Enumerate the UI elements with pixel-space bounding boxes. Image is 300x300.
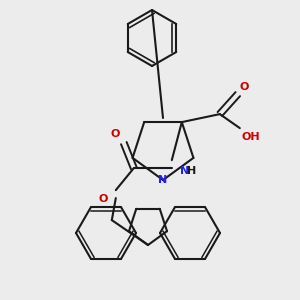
Text: O: O <box>110 129 120 139</box>
Text: O: O <box>98 194 108 204</box>
Text: O: O <box>240 82 249 92</box>
Text: N: N <box>180 166 189 176</box>
Text: N: N <box>158 175 168 185</box>
Text: OH: OH <box>242 132 260 142</box>
Text: H: H <box>187 166 196 176</box>
